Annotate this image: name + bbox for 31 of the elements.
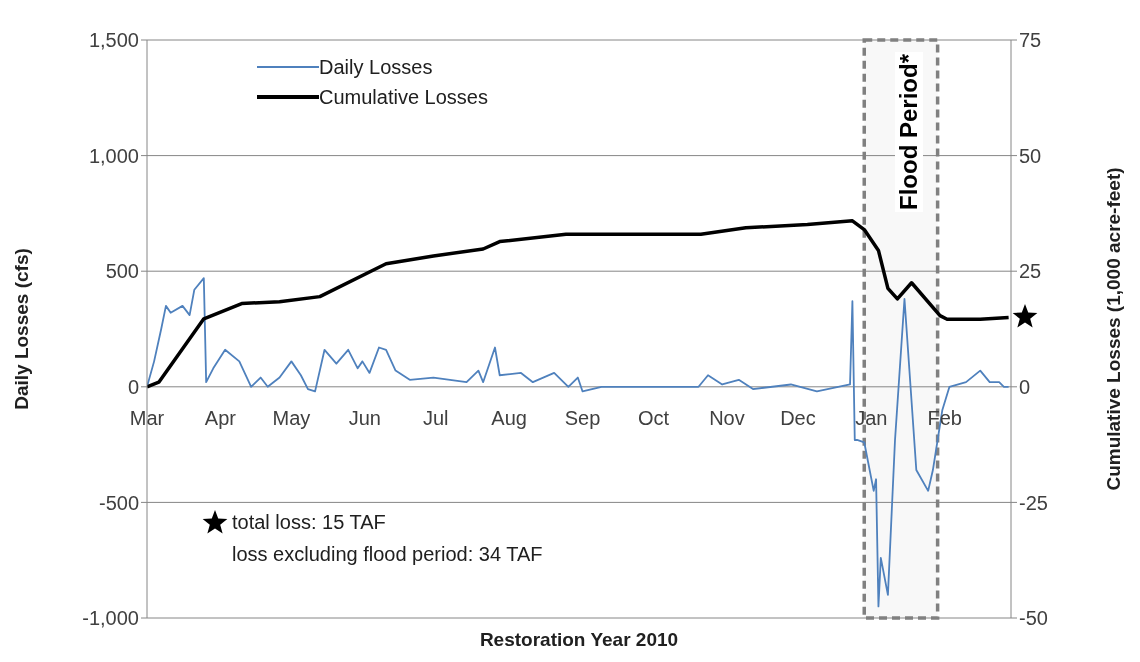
x-tick-label: Jul xyxy=(423,406,449,429)
y2-tick-label: 25 xyxy=(1019,260,1042,283)
y-tick-label: 1,000 xyxy=(88,144,139,167)
band-label: Flood Period* xyxy=(894,52,923,213)
x-tick-label: Mar xyxy=(129,406,165,429)
y-tick-label: -1,000 xyxy=(82,607,139,630)
y-tick-label: 1,500 xyxy=(88,29,139,52)
y-axis-title: Daily Losses (cfs) xyxy=(10,248,32,410)
y2-tick-label: 50 xyxy=(1019,144,1042,167)
annotation: total loss: 15 TAF xyxy=(232,509,386,535)
y-tick-label: 500 xyxy=(105,260,139,283)
x-tick-label: Dec xyxy=(780,406,816,429)
y2-tick-label: 75 xyxy=(1019,29,1042,52)
x-tick-label: May xyxy=(272,406,311,429)
y2-axis-title: Cumulative Losses (1,000 acre-feet) xyxy=(1102,167,1124,491)
legend-label: Cumulative Losses xyxy=(319,85,488,109)
annotation: loss excluding flood period: 34 TAF xyxy=(232,541,543,567)
y-tick-label: -500 xyxy=(98,491,139,514)
x-tick-label: Sep xyxy=(564,406,601,429)
y-tick-label: 0 xyxy=(127,375,139,398)
x-axis-title: Restoration Year 2010 xyxy=(479,629,679,650)
y2-tick-label: -25 xyxy=(1019,491,1048,514)
y2-tick-label: 0 xyxy=(1019,375,1031,398)
x-tick-label: Nov xyxy=(709,406,745,429)
x-tick-label: Jan xyxy=(855,406,888,429)
x-tick-label: Aug xyxy=(491,406,527,429)
legend-label: Daily Losses xyxy=(319,55,433,79)
y2-tick-label: -50 xyxy=(1019,607,1048,630)
x-tick-label: Apr xyxy=(204,406,237,429)
x-tick-label: Oct xyxy=(638,406,670,429)
x-tick-label: Jun xyxy=(348,406,381,429)
